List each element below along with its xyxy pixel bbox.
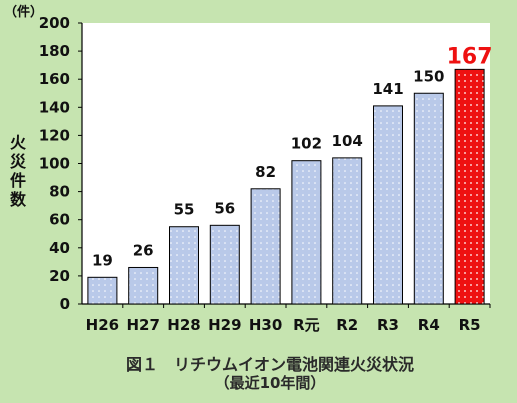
y-tick-label: 40 bbox=[49, 239, 70, 257]
bar-value-label: 82 bbox=[255, 163, 276, 181]
bar-value-label: 56 bbox=[214, 199, 235, 217]
y-tick-label: 100 bbox=[39, 155, 70, 173]
y-tick-label: 60 bbox=[49, 211, 70, 229]
x-tick-label: H26 bbox=[86, 316, 119, 334]
bar bbox=[169, 226, 199, 305]
bar bbox=[373, 105, 403, 305]
y-axis-title-char: 災 bbox=[10, 152, 27, 171]
y-tick-label: 200 bbox=[39, 14, 70, 32]
x-tick-label: R元 bbox=[293, 316, 320, 334]
x-tick-label: R3 bbox=[377, 316, 399, 334]
bar bbox=[128, 266, 159, 305]
y-tick-label: 20 bbox=[49, 267, 70, 285]
bar-value-label: 104 bbox=[332, 132, 363, 150]
y-axis-title-char: 数 bbox=[10, 190, 27, 209]
y-tick-label: 180 bbox=[39, 42, 70, 60]
figure-caption: 図１ リチウムイオン電池関連火災状況 bbox=[125, 355, 414, 374]
x-tick-label: R2 bbox=[336, 316, 358, 334]
bar bbox=[291, 160, 322, 305]
y-tick-label: 160 bbox=[39, 70, 70, 88]
figure-subcaption: （最近10年間） bbox=[214, 374, 326, 392]
bar bbox=[250, 188, 281, 305]
bar bbox=[332, 157, 363, 305]
bar-value-label: 141 bbox=[372, 80, 403, 98]
y-tick-label: 0 bbox=[60, 295, 70, 313]
bar-value-label: 167 bbox=[447, 44, 493, 69]
y-tick-label: 120 bbox=[39, 126, 70, 144]
bar-value-label: 26 bbox=[133, 241, 154, 259]
bar-value-label: 150 bbox=[413, 67, 444, 85]
y-axis-title-char: 件 bbox=[10, 171, 26, 190]
bar bbox=[87, 276, 118, 305]
x-tick-label: H28 bbox=[167, 316, 200, 334]
y-tick-label: 80 bbox=[49, 183, 70, 201]
y-tick-label: 140 bbox=[39, 98, 70, 116]
x-tick-label: R5 bbox=[459, 316, 481, 334]
x-tick-label: H30 bbox=[249, 316, 282, 334]
x-tick-label: R4 bbox=[418, 316, 440, 334]
bar-value-label: 55 bbox=[174, 201, 195, 219]
bar-value-label: 102 bbox=[291, 135, 322, 153]
bar-value-label: 19 bbox=[92, 251, 113, 269]
y-axis-title-char: 火 bbox=[10, 133, 27, 152]
x-tick-label: H29 bbox=[208, 316, 241, 334]
bar bbox=[413, 92, 444, 305]
bar bbox=[454, 68, 485, 305]
x-tick-label: H27 bbox=[126, 316, 159, 334]
y-unit-label: （件） bbox=[4, 4, 43, 20]
bar bbox=[209, 224, 240, 305]
